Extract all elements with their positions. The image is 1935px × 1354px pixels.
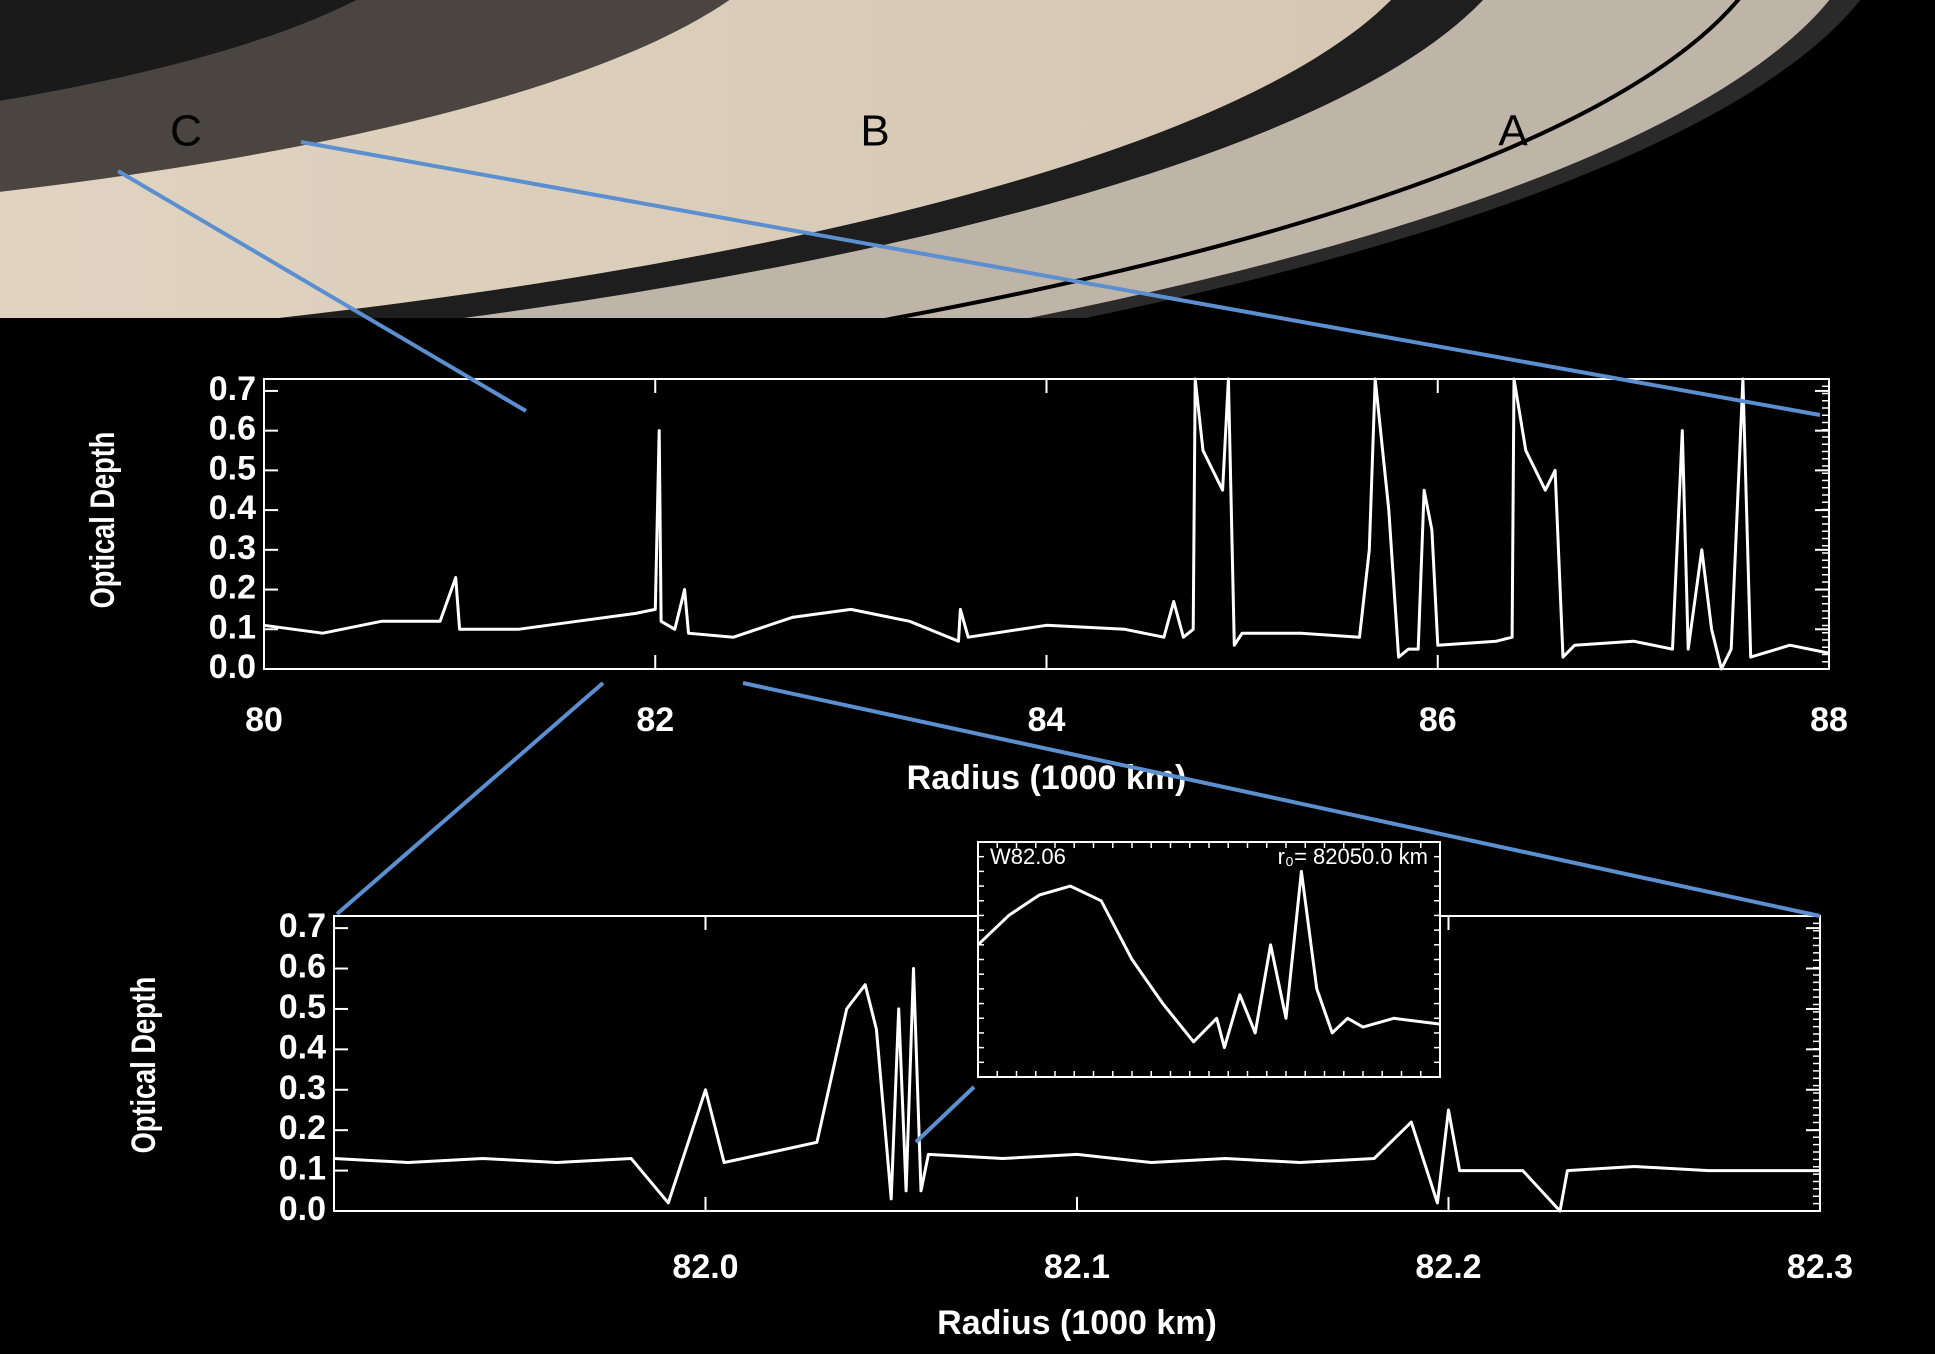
y-tick-label: 0.2 bbox=[209, 569, 256, 607]
y-tick-label: 0.0 bbox=[209, 648, 256, 686]
inset-frame bbox=[978, 842, 1440, 1077]
x-axis-title: Radius (1000 km) bbox=[907, 759, 1187, 797]
ring-label: A bbox=[1498, 107, 1528, 156]
figure: C B A 0.00.10.20.30.40.50.60.78082848688… bbox=[0, 0, 1935, 1354]
y-tick-label: 0.5 bbox=[279, 988, 326, 1026]
x-tick-label: 82.3 bbox=[1787, 1248, 1853, 1286]
page: {"ring_image": {"labels": ["C", "B", "A"… bbox=[0, 0, 1935, 1354]
annotation: W82.06 bbox=[990, 844, 1066, 869]
y-tick-label: 0.1 bbox=[279, 1150, 326, 1188]
x-tick-label: 82 bbox=[636, 701, 674, 739]
annotation: r₀= 82050.0 km bbox=[1278, 844, 1428, 869]
y-tick-label: 0.6 bbox=[209, 410, 256, 448]
y-axis-title: Optical Depth bbox=[124, 977, 163, 1154]
y-tick-label: 0.2 bbox=[279, 1109, 326, 1147]
y-tick-label: 0.4 bbox=[209, 489, 256, 527]
x-axis-title: Radius (1000 km) bbox=[937, 1304, 1217, 1342]
x-tick-label: 82.0 bbox=[672, 1248, 738, 1286]
y-tick-label: 0.5 bbox=[209, 449, 256, 487]
y-axis-title: Optical Depth bbox=[83, 432, 122, 609]
y-tick-label: 0.7 bbox=[279, 907, 326, 945]
y-tick-label: 0.4 bbox=[279, 1028, 326, 1066]
x-tick-label: 86 bbox=[1419, 701, 1457, 739]
x-tick-label: 80 bbox=[245, 701, 283, 739]
x-tick-label: 82.1 bbox=[1044, 1248, 1110, 1286]
y-tick-label: 0.7 bbox=[209, 370, 256, 408]
x-tick-label: 82.2 bbox=[1415, 1248, 1481, 1286]
y-tick-label: 0.3 bbox=[209, 529, 256, 567]
y-tick-label: 0.0 bbox=[279, 1190, 326, 1228]
ring-label: C bbox=[170, 107, 202, 156]
y-tick-label: 0.3 bbox=[279, 1069, 326, 1107]
x-tick-label: 84 bbox=[1028, 701, 1066, 739]
y-tick-label: 0.1 bbox=[209, 608, 256, 646]
y-tick-label: 0.6 bbox=[279, 948, 326, 986]
x-tick-label: 88 bbox=[1810, 701, 1848, 739]
ring-label: B bbox=[860, 107, 889, 156]
inset-chart: W82.06 r₀= 82050.0 km bbox=[978, 842, 1440, 1077]
